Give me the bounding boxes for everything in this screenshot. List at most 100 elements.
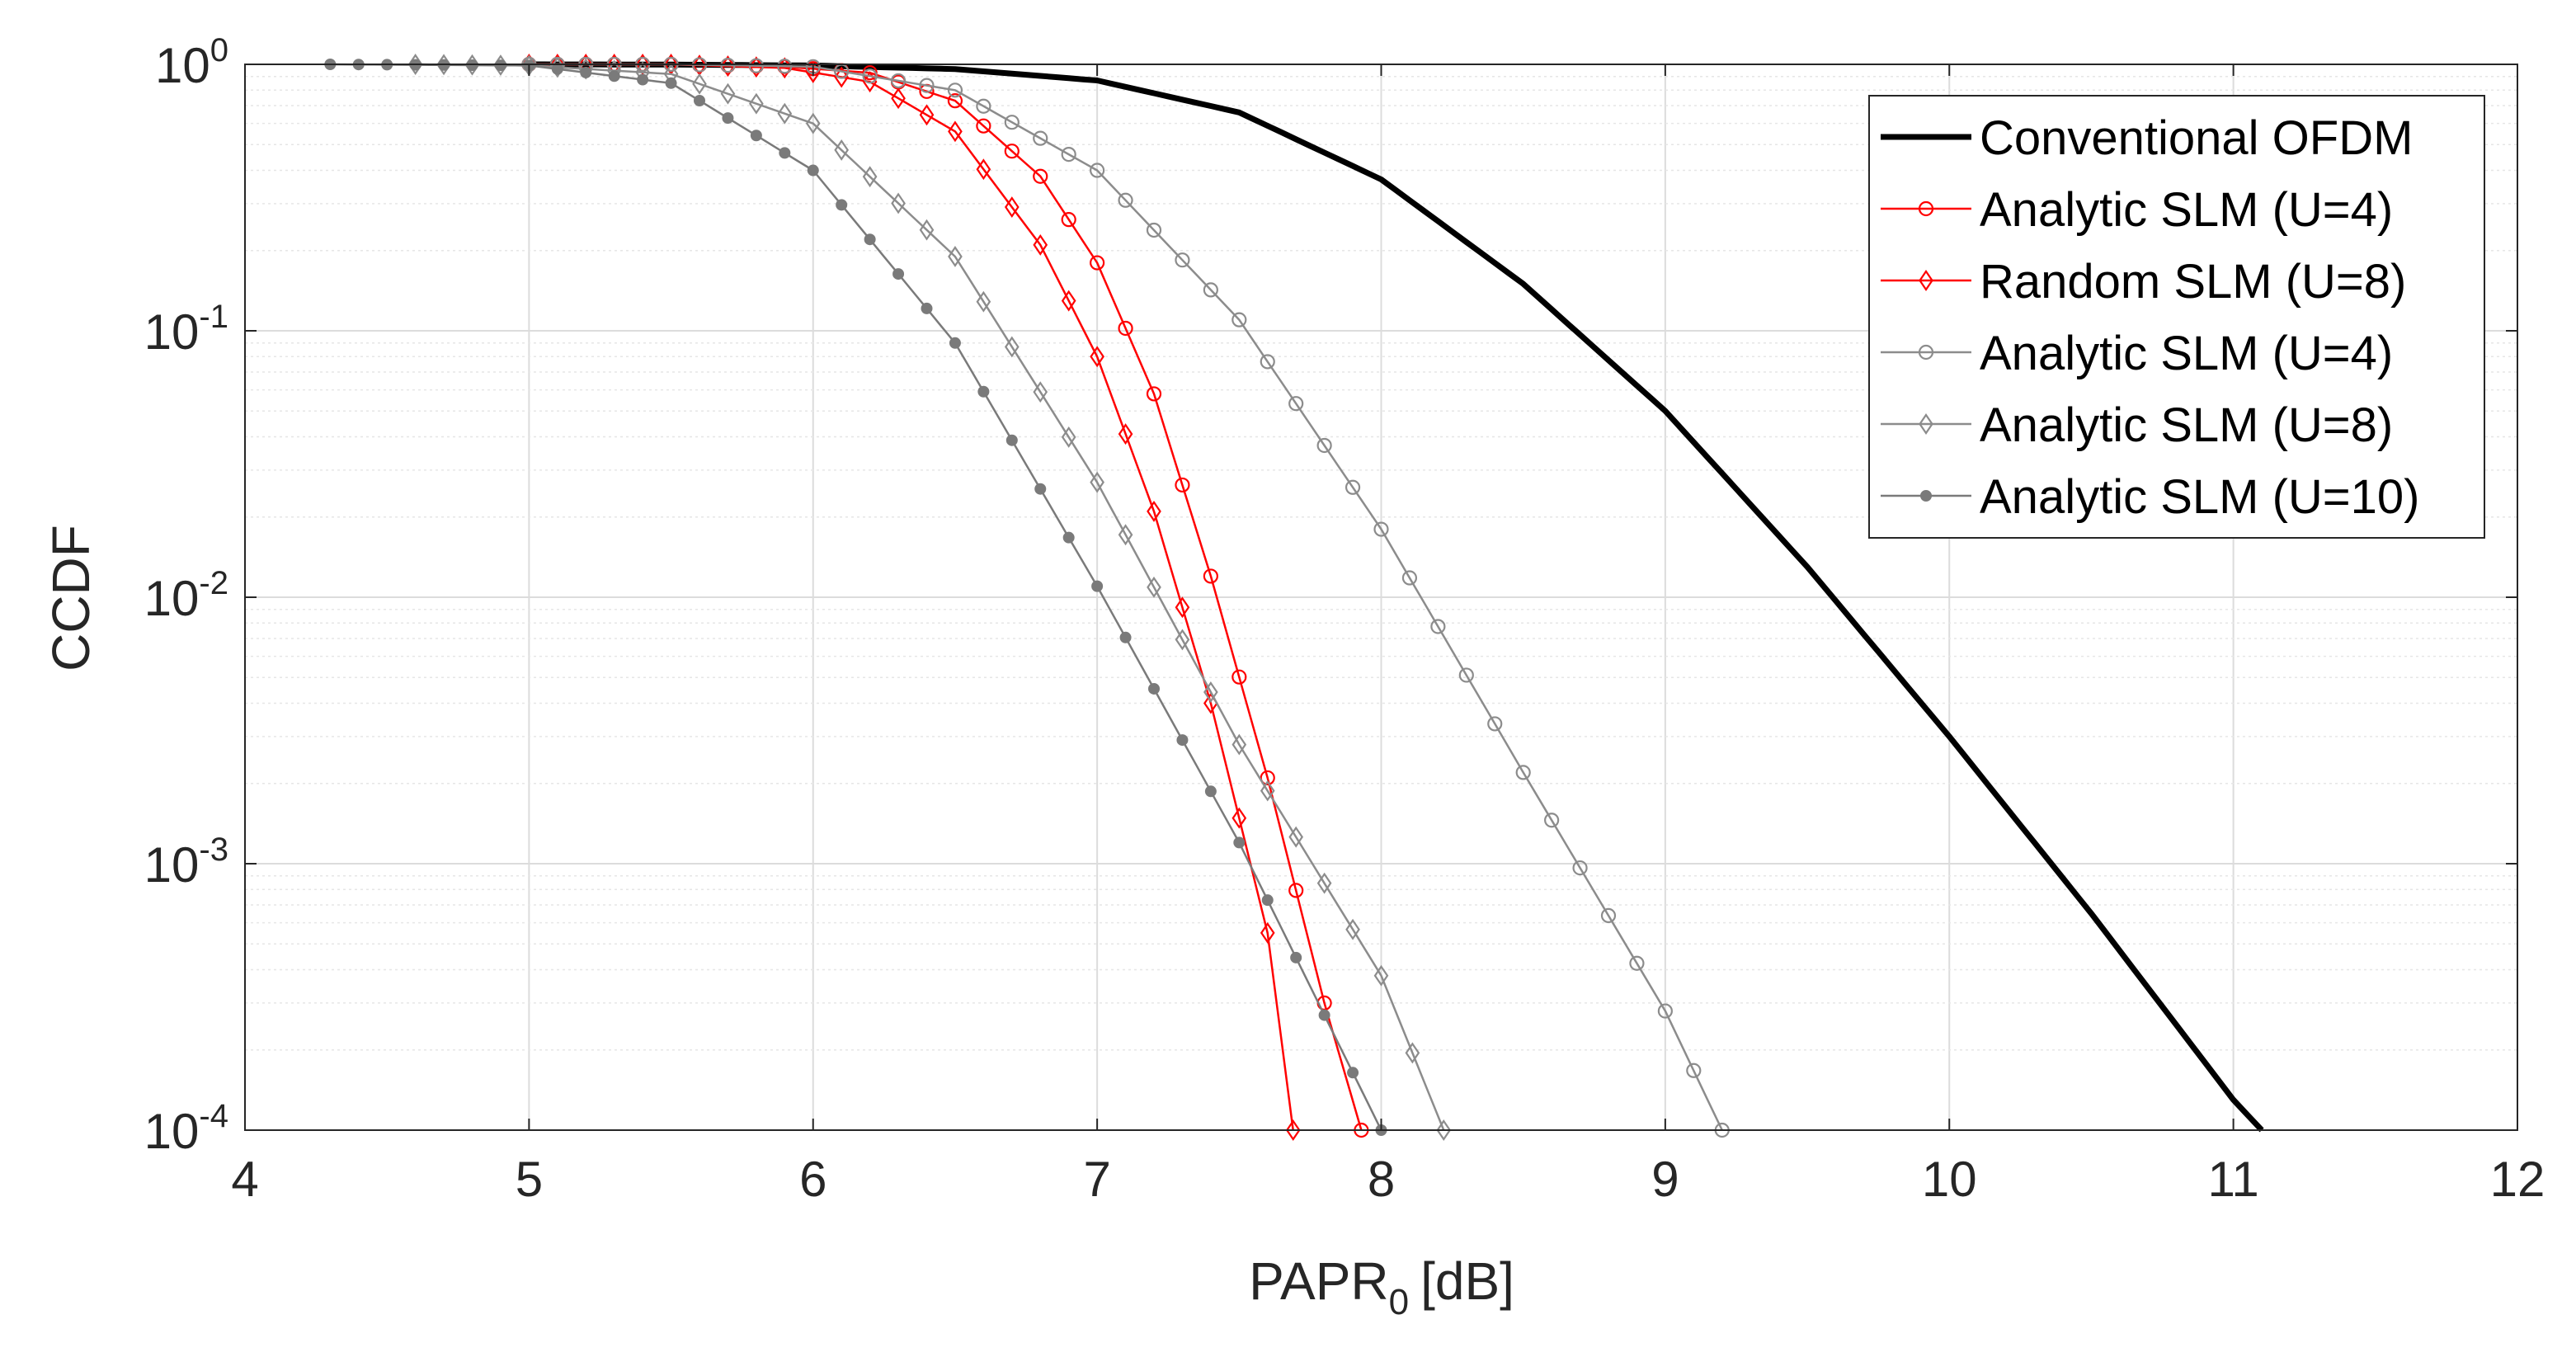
x-tick-label: 9 bbox=[1651, 1152, 1679, 1207]
legend-label: Analytic SLM (U=4) bbox=[1980, 183, 2393, 237]
data-point bbox=[891, 87, 906, 110]
data-point bbox=[1686, 1063, 1702, 1078]
data-point bbox=[1148, 682, 1160, 695]
data-point bbox=[1515, 765, 1531, 780]
data-point bbox=[1175, 477, 1190, 493]
legend-label: Conventional OFDM bbox=[1980, 111, 2413, 165]
data-point bbox=[976, 290, 991, 313]
data-point bbox=[1260, 354, 1275, 370]
data-point bbox=[1318, 1009, 1330, 1021]
x-tick-label: 4 bbox=[231, 1152, 258, 1207]
data-point bbox=[1203, 282, 1218, 298]
data-point bbox=[862, 71, 878, 93]
data-point bbox=[1233, 836, 1246, 849]
data-point bbox=[1572, 860, 1588, 876]
data-point bbox=[1147, 576, 1161, 598]
data-point bbox=[1260, 770, 1275, 786]
data-point bbox=[976, 158, 991, 181]
data-point bbox=[1231, 312, 1247, 327]
data-point bbox=[1090, 163, 1105, 178]
legend-marker bbox=[1918, 200, 1934, 217]
data-point bbox=[921, 302, 933, 314]
data-point bbox=[1118, 423, 1133, 445]
data-point bbox=[1629, 955, 1645, 971]
data-point bbox=[1203, 568, 1218, 584]
data-point bbox=[805, 61, 821, 83]
data-point bbox=[1204, 785, 1217, 798]
data-point bbox=[466, 59, 478, 72]
data-point bbox=[977, 385, 990, 398]
data-point bbox=[1146, 222, 1162, 238]
series-layer bbox=[324, 54, 2264, 1141]
data-point bbox=[692, 73, 707, 95]
data-point bbox=[1290, 951, 1302, 964]
data-point bbox=[608, 70, 620, 82]
data-point bbox=[1657, 1003, 1673, 1019]
data-point bbox=[1090, 471, 1104, 493]
y-tick-label: 10-3 bbox=[144, 832, 228, 893]
data-point bbox=[749, 92, 764, 115]
data-point bbox=[1231, 733, 1247, 756]
data-point bbox=[805, 112, 821, 134]
data-point bbox=[551, 63, 563, 75]
data-point bbox=[1316, 437, 1332, 454]
data-point bbox=[890, 73, 907, 89]
data-point bbox=[1436, 1119, 1452, 1141]
data-point bbox=[1175, 596, 1190, 619]
data-point bbox=[1004, 196, 1020, 219]
x-tick-label: 12 bbox=[2490, 1152, 2545, 1207]
data-point bbox=[750, 130, 762, 142]
data-point bbox=[919, 219, 935, 241]
data-point bbox=[1118, 192, 1133, 208]
legend-label: Random SLM (U=8) bbox=[1980, 255, 2406, 309]
data-point bbox=[862, 68, 878, 84]
data-point bbox=[1004, 144, 1020, 159]
series-0 bbox=[529, 61, 2264, 1133]
data-point bbox=[494, 59, 506, 72]
data-point bbox=[1347, 1067, 1359, 1079]
data-point bbox=[862, 166, 878, 188]
data-point bbox=[1061, 290, 1076, 312]
data-point bbox=[1061, 426, 1076, 448]
x-tick-label: 11 bbox=[2207, 1152, 2258, 1207]
data-point bbox=[580, 66, 592, 78]
data-point bbox=[1261, 894, 1274, 907]
data-point bbox=[777, 59, 793, 74]
data-point bbox=[1487, 716, 1503, 732]
series-line bbox=[529, 61, 2264, 1133]
data-point bbox=[1316, 872, 1332, 894]
data-point bbox=[1146, 386, 1162, 402]
data-point bbox=[919, 78, 935, 93]
data-point bbox=[1033, 381, 1048, 403]
data-point bbox=[948, 246, 963, 267]
data-point bbox=[720, 55, 736, 78]
data-point bbox=[976, 98, 991, 114]
x-tick-label: 10 bbox=[1922, 1152, 1977, 1207]
data-point bbox=[892, 268, 905, 280]
series-5 bbox=[324, 59, 1387, 1136]
data-point bbox=[1288, 396, 1304, 412]
x-tick-label: 8 bbox=[1368, 1152, 1395, 1207]
data-point bbox=[891, 192, 906, 214]
svg-text:PAPR0[dB]: PAPR0 [dB] bbox=[1249, 1251, 1514, 1322]
data-point bbox=[1175, 629, 1190, 651]
y-tick-label: 10-4 bbox=[144, 1098, 228, 1159]
data-point bbox=[1033, 233, 1048, 256]
legend-marker bbox=[1919, 270, 1933, 291]
data-point bbox=[919, 104, 935, 126]
data-point bbox=[947, 93, 963, 109]
data-point bbox=[1345, 918, 1360, 940]
data-point bbox=[949, 337, 961, 349]
data-point bbox=[1458, 667, 1474, 683]
data-point bbox=[1004, 336, 1020, 358]
data-point bbox=[1285, 1119, 1301, 1141]
x-axis-label-main: PAPR bbox=[1249, 1251, 1389, 1311]
data-point bbox=[720, 82, 736, 105]
data-point bbox=[1062, 531, 1075, 544]
axes: 4 5 6 7 8 9 10 11 12 100 10-1 10-2 10-3 10-4 bbox=[144, 32, 2545, 1207]
data-point bbox=[1544, 813, 1560, 828]
data-point bbox=[1118, 320, 1133, 337]
x-axis-label: PAPR0 [dB] bbox=[1249, 1251, 1514, 1322]
data-point bbox=[1260, 921, 1275, 944]
